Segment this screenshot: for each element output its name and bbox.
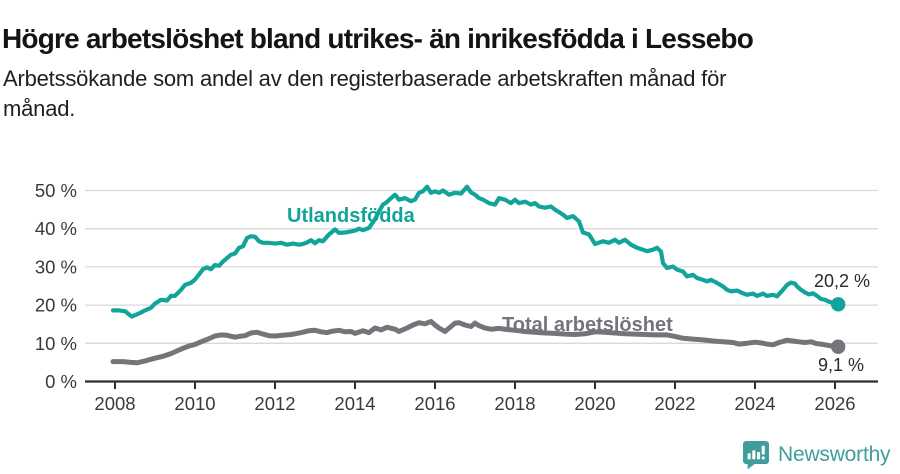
series-label-utlandsfodda: Utlandsfödda [287, 205, 415, 227]
x-tick-label: 2010 [174, 393, 215, 414]
chart-subtitle: Arbetssökande som andel av den registerb… [3, 64, 833, 124]
x-tick-label: 2024 [734, 393, 775, 414]
x-tick-label: 2022 [654, 393, 695, 414]
series-label-total-arbetsloshet: Total arbetslöshet [502, 314, 673, 336]
x-tick-label: 2020 [574, 393, 615, 414]
newsworthy-wordmark: Newsworthy [778, 443, 891, 466]
x-tick-label: 2014 [334, 393, 375, 414]
y-tick-label: 0 % [45, 371, 77, 392]
y-tick-label: 40 % [35, 218, 77, 239]
y-tick-label: 30 % [35, 256, 77, 277]
logo-exclamation-dot [761, 456, 765, 460]
x-tick-label: 2026 [814, 393, 855, 414]
logo-exclamation-stem [761, 445, 765, 455]
page-title: Högre arbetslöshet bland utrikes- än inr… [2, 22, 754, 54]
newsworthy-logo[interactable]: Newsworthy [742, 440, 891, 470]
x-tick-label: 2012 [254, 393, 295, 414]
x-tick-label: 2018 [494, 393, 535, 414]
end-value-label-total: 9,1 % [818, 355, 865, 375]
series-line-1 [110, 319, 841, 366]
logo-bar-3 [757, 452, 761, 460]
y-tick-label: 10 % [35, 333, 77, 354]
series-end-dot-0 [831, 297, 846, 312]
x-tick-label: 2016 [414, 393, 455, 414]
end-value-label-utlandsfodda: 20,2 % [814, 271, 871, 291]
series-end-dot-1 [831, 339, 846, 354]
logo-bar-2 [752, 450, 756, 460]
logo-bar-1 [747, 453, 751, 460]
newsworthy-speech-bubble-icon [743, 441, 769, 470]
subtitle-line-1: Arbetssökande som andel av den registerb… [3, 66, 727, 91]
subtitle-line-2: månad. [3, 96, 76, 121]
series-line-0 [110, 184, 841, 319]
x-tick-label: 2008 [94, 393, 135, 414]
y-tick-label: 50 % [35, 180, 77, 201]
y-tick-label: 20 % [35, 295, 77, 316]
